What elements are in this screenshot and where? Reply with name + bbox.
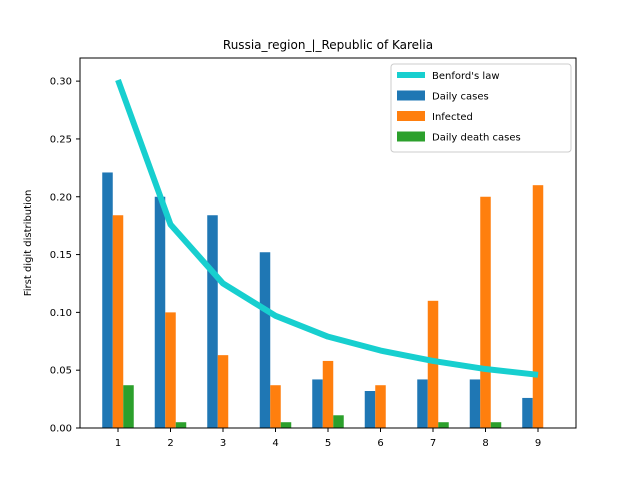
y-tick-label: 0.00	[50, 424, 72, 435]
bar-infected-9	[532, 185, 544, 428]
y-axis-label: First digit distribution	[23, 190, 34, 297]
bar-daily-cases-1	[102, 172, 113, 428]
y-tick-label: 0.30	[50, 77, 72, 88]
legend: Benford's law Daily cases Infected Daily de…	[390, 63, 572, 153]
bar-daily-cases-6	[364, 391, 376, 428]
bar-daily-death-cases-7	[438, 422, 449, 428]
legend-box	[390, 63, 572, 153]
x-tick-label: 2	[167, 438, 173, 449]
bar-infected-7	[427, 300, 439, 428]
x-tick-label: 9	[535, 438, 541, 449]
bar-infected-8	[480, 196, 491, 428]
bar-daily-cases-8	[469, 379, 481, 428]
legend-label-daily-death-cases: Daily death cases	[432, 133, 521, 144]
bar-daily-death-cases-4	[280, 422, 292, 428]
chart-title: Russia_region_|_Republic of Karelia	[223, 38, 433, 52]
bar-daily-cases-2	[154, 196, 166, 428]
y-tick-label: 0.20	[50, 192, 72, 203]
bar-daily-death-cases-5	[333, 415, 344, 428]
legend-swatch-daily-cases	[397, 90, 425, 101]
bar-infected-3	[217, 355, 229, 428]
bar-infected-1	[112, 215, 124, 428]
legend-label-daily-cases: Daily cases	[432, 92, 489, 103]
bar-daily-cases-3	[207, 215, 218, 428]
x-tick-label: 7	[430, 438, 436, 449]
legend-swatch-infected	[397, 111, 425, 121]
x-tick-label: 8	[482, 438, 488, 449]
y-tick-label: 0.25	[50, 134, 72, 145]
bar-daily-cases-9	[522, 397, 533, 428]
bar-infected-5	[322, 360, 334, 428]
bar-daily-death-cases-8	[490, 422, 502, 428]
x-tick-label: 6	[377, 438, 383, 449]
bar-daily-death-cases-1	[123, 385, 134, 428]
bar-infected-6	[375, 385, 386, 428]
y-tick-label: 0.15	[50, 250, 72, 261]
bar-infected-2	[165, 312, 176, 428]
benford-line	[115, 78, 539, 378]
x-tick-label: 3	[220, 438, 226, 449]
bar-daily-cases-5	[312, 379, 323, 428]
legend-label-infected: Infected	[432, 112, 473, 123]
legend-swatch-daily-death-cases	[397, 131, 425, 142]
bar-daily-cases-7	[417, 379, 428, 428]
x-tick-label: 1	[115, 438, 121, 449]
legend-label-benford-s-law: Benford's law	[432, 71, 500, 82]
bar-daily-cases-4	[259, 252, 271, 428]
bar-daily-death-cases-2	[175, 422, 187, 428]
y-tick-label: 0.05	[50, 366, 72, 377]
y-tick-label: 0.10	[50, 308, 72, 319]
x-tick-label: 5	[325, 438, 331, 449]
x-tick-label: 4	[272, 438, 278, 449]
bar-infected-4	[270, 385, 281, 428]
